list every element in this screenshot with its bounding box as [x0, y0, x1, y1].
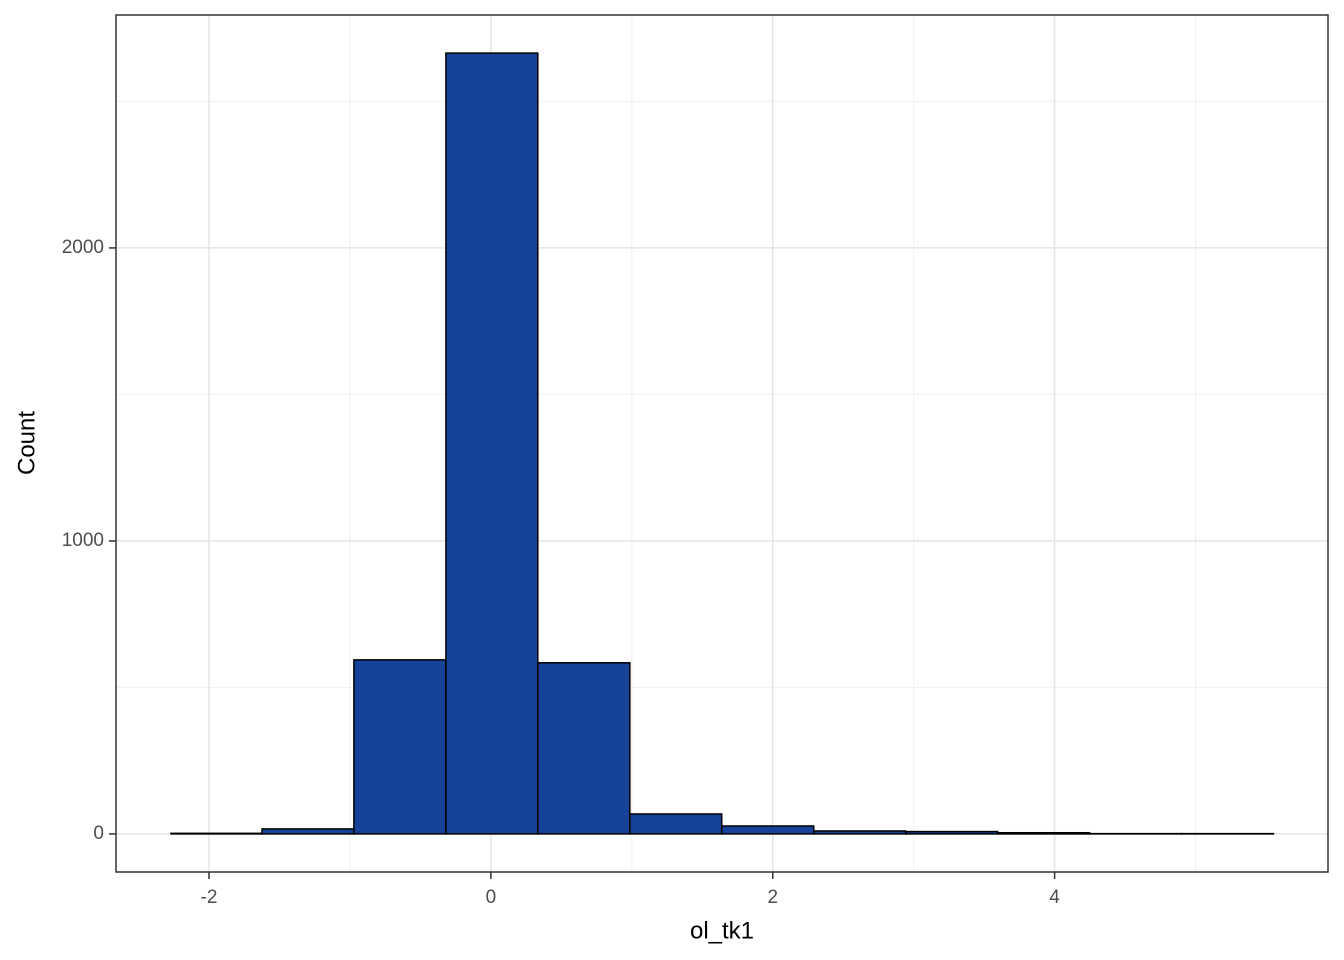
bar — [812, 830, 907, 835]
bar — [353, 659, 447, 835]
x-axis-title: ol_tk1 — [690, 917, 754, 944]
y-tick-label: 0 — [93, 823, 104, 844]
y-tick-label: 1000 — [62, 530, 104, 551]
x-tick-label: 2 — [767, 887, 778, 908]
bar — [445, 52, 539, 835]
bar — [996, 831, 1091, 835]
panel-border — [115, 14, 1329, 873]
y-tick-label: 2000 — [62, 237, 104, 258]
bar — [537, 662, 631, 835]
bar — [170, 832, 263, 835]
x-tick-label: 0 — [486, 887, 497, 908]
bar — [261, 828, 355, 835]
bar — [629, 813, 723, 835]
x-tick-label: 4 — [1049, 887, 1060, 908]
bar — [720, 825, 815, 835]
y-axis-title: Count — [13, 411, 40, 475]
bar — [904, 830, 999, 835]
x-tick-label: -2 — [201, 887, 218, 908]
